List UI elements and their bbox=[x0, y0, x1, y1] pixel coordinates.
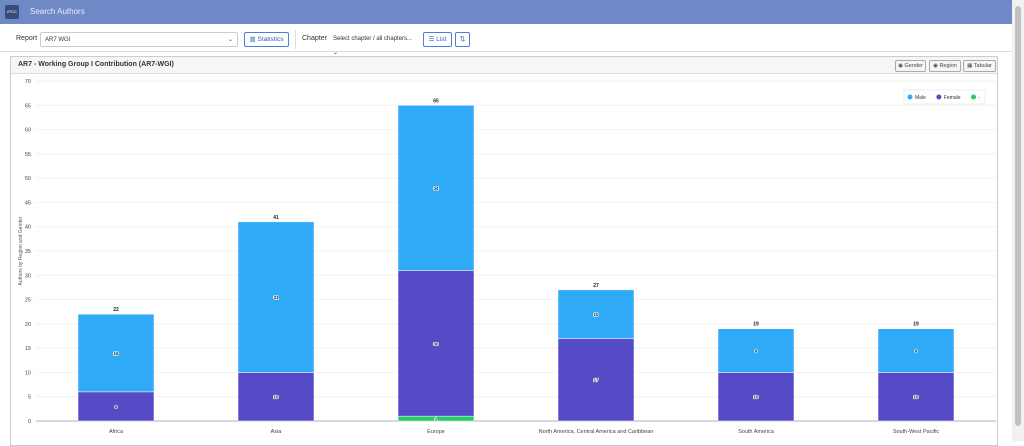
bar-segment bbox=[397, 105, 475, 271]
bar-segment bbox=[877, 372, 955, 422]
y-tick-label: 40 bbox=[25, 225, 31, 231]
value-label: 10 bbox=[913, 395, 919, 400]
header: IPCC Search Authors bbox=[0, 0, 1012, 24]
chart: Authors by Region and Gender 0 5 10 15 20 25 3… bbox=[18, 79, 996, 435]
bar-segment bbox=[717, 372, 795, 422]
value-label: 1 bbox=[435, 417, 438, 422]
bar-segment bbox=[77, 313, 155, 393]
x-tick-label: North America, Central America and Carib… bbox=[539, 429, 654, 435]
bar-segment bbox=[237, 372, 315, 422]
y-tick-label: 45 bbox=[25, 200, 31, 206]
header-title: Search Authors bbox=[30, 7, 85, 16]
value-label: 17 bbox=[593, 378, 599, 383]
value-label: 31 bbox=[273, 295, 279, 300]
bar-segment bbox=[237, 221, 315, 373]
legend-label: - bbox=[979, 95, 981, 101]
y-tick-label: 55 bbox=[25, 152, 31, 158]
legend-label: Male bbox=[915, 95, 926, 101]
y-axis-label: Authors by Region and Gender bbox=[18, 216, 24, 285]
y-tick-label: 70 bbox=[25, 79, 31, 85]
y-tick-label: 0 bbox=[28, 419, 31, 425]
statistics-button[interactable]: ▥ Statistics bbox=[244, 32, 289, 47]
legend-swatch bbox=[907, 94, 913, 100]
value-label: 10 bbox=[273, 395, 279, 400]
panel-title: AR7 - Working Group I Contribution (AR7-… bbox=[18, 61, 174, 68]
y-tick-label: 25 bbox=[25, 298, 31, 304]
divider bbox=[295, 30, 296, 49]
list-button[interactable]: ☰ List bbox=[423, 32, 452, 47]
x-tick-label: South America bbox=[738, 429, 775, 435]
bar-segment bbox=[397, 270, 475, 417]
chapter-label: Chapter bbox=[302, 35, 327, 42]
value-label: 10 bbox=[593, 312, 599, 317]
value-label: 34 bbox=[433, 186, 439, 191]
list-text: List bbox=[436, 36, 447, 43]
gender-text: Gender bbox=[904, 63, 923, 69]
panel-header bbox=[11, 57, 997, 74]
region-text: Region bbox=[939, 63, 957, 69]
chapter-select[interactable]: Select chapter / all chapters... ⌄ bbox=[329, 32, 419, 56]
total-label: 65 bbox=[433, 98, 439, 104]
swap-button[interactable]: ⇅ bbox=[455, 32, 470, 47]
x-tick-label: Europe bbox=[427, 429, 445, 435]
x-tick-label: Africa bbox=[109, 429, 124, 435]
y-tick-label: 15 bbox=[25, 346, 31, 352]
total-label: 19 bbox=[913, 322, 919, 328]
y-tick-label: 60 bbox=[25, 128, 31, 134]
y-tick-label: 50 bbox=[25, 176, 31, 182]
x-tick-label: South-West Pacific bbox=[893, 429, 940, 435]
value-label: 9 bbox=[755, 349, 758, 354]
total-label: 41 bbox=[273, 215, 279, 221]
bar-segment bbox=[557, 338, 635, 422]
report-value: AR7 WGI bbox=[45, 37, 71, 43]
legend-swatch bbox=[971, 94, 977, 100]
y-tick-label: 35 bbox=[25, 249, 31, 255]
tabular-button[interactable]: ▦ Tabular bbox=[963, 60, 996, 72]
legend-box bbox=[903, 89, 986, 105]
bar-segment bbox=[557, 289, 635, 339]
logo[interactable]: IPCC bbox=[5, 5, 19, 19]
bar-segment bbox=[717, 328, 795, 373]
report-label: Report bbox=[16, 35, 38, 42]
total-label: 19 bbox=[753, 322, 759, 328]
legend-label: Female bbox=[944, 95, 961, 101]
y-tick-label: 30 bbox=[25, 273, 31, 279]
x-tick-label: Asia bbox=[271, 429, 283, 435]
legend-swatch bbox=[936, 94, 942, 100]
total-label: 27 bbox=[593, 283, 599, 289]
y-tick-label: 5 bbox=[28, 395, 31, 401]
tabular-text: Tabular bbox=[973, 63, 992, 69]
bar-segment bbox=[77, 391, 155, 422]
y-tick-label: 10 bbox=[25, 370, 31, 376]
total-label: 22 bbox=[113, 307, 119, 313]
region-button[interactable]: ◉ Region bbox=[929, 60, 961, 72]
chapter-value: Select chapter / all chapters... bbox=[333, 36, 413, 42]
toolbar-border bbox=[0, 51, 1012, 52]
value-label: 6 bbox=[115, 404, 118, 409]
y-tick-label: 20 bbox=[25, 322, 31, 328]
bar-segment bbox=[877, 328, 955, 373]
value-label: 10 bbox=[753, 395, 759, 400]
gender-button[interactable]: ◉ Gender bbox=[895, 60, 926, 72]
value-label: 16 bbox=[113, 351, 119, 356]
value-label: 9 bbox=[915, 349, 918, 354]
report-select[interactable]: AR7 WGI ⌄ bbox=[40, 32, 238, 47]
statistics-text: Statistics bbox=[257, 36, 284, 43]
value-label: 30 bbox=[433, 341, 439, 346]
scrollbar bbox=[1012, 0, 1024, 441]
y-tick-label: 65 bbox=[25, 103, 31, 109]
